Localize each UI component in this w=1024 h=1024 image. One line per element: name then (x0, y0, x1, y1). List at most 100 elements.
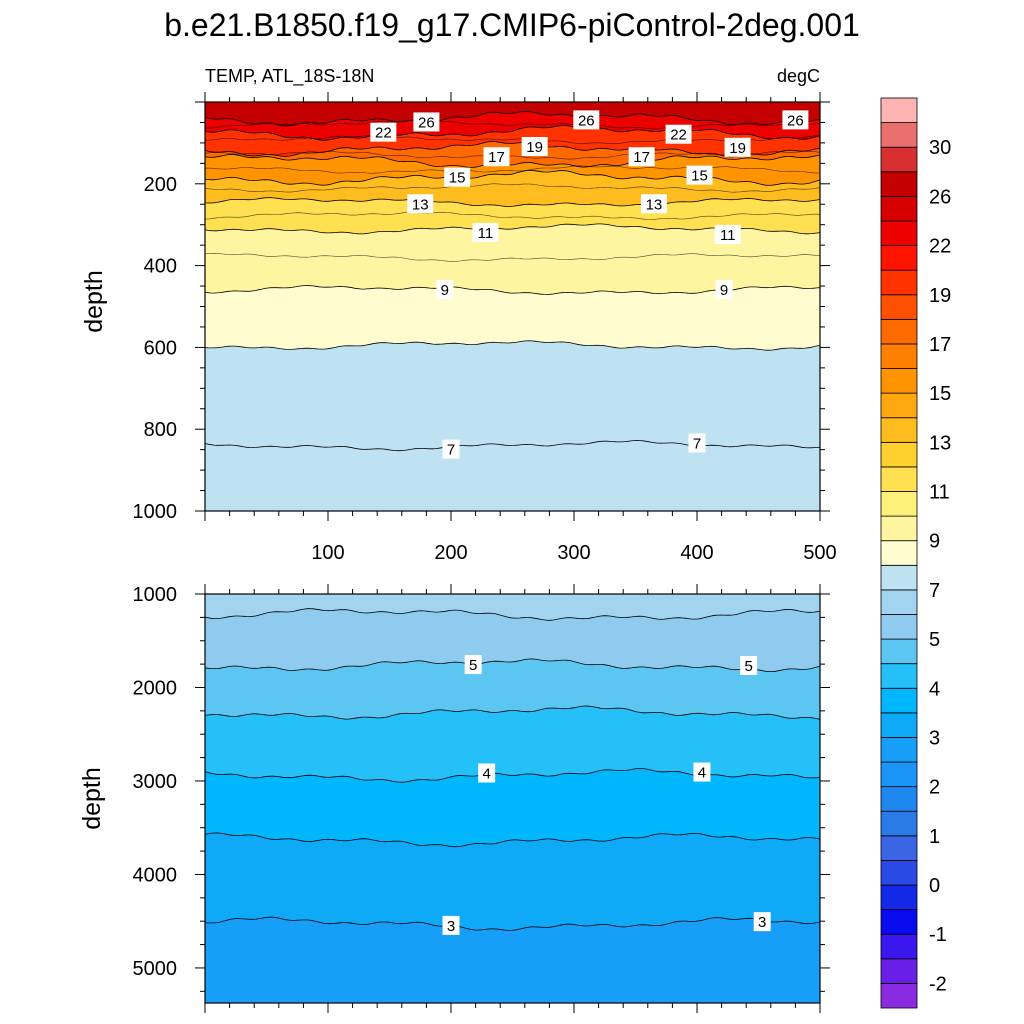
svg-text:26: 26 (578, 112, 595, 129)
svg-text:15: 15 (449, 170, 466, 187)
colorbar-cell (880, 491, 918, 517)
y-axis-label: depth (78, 767, 106, 830)
y-tick-label: 600 (144, 337, 177, 359)
x-tick-label: 500 (803, 542, 836, 564)
contour-label: 5 (740, 655, 758, 675)
units-subtitle: degC (777, 66, 820, 86)
colorbar-cell (880, 146, 918, 173)
contour-line-minor (205, 135, 820, 144)
colorbar-label: 5 (929, 629, 940, 651)
svg-text:4: 4 (482, 765, 490, 782)
svg-text:4: 4 (698, 765, 706, 782)
contour-label: 17 (483, 147, 510, 167)
contour-fill-surface (205, 102, 820, 113)
contour-label: 5 (464, 655, 482, 675)
colorbar-cell (880, 564, 918, 591)
svg-text:13: 13 (412, 196, 429, 213)
contour-line-minor (205, 119, 820, 130)
contour-line-minor (205, 165, 820, 174)
contour-label: 4 (693, 762, 711, 782)
y-tick-label: 4000 (133, 864, 178, 886)
y-tick-label: 3000 (133, 771, 178, 793)
contour-label: 26 (782, 110, 809, 130)
colorbar-label: -2 (929, 973, 947, 995)
colorbar-cell (880, 392, 918, 419)
svg-text:26: 26 (787, 112, 804, 129)
svg-text:5: 5 (744, 658, 752, 675)
svg-text:22: 22 (670, 127, 687, 144)
contour-label: 7 (688, 433, 706, 453)
svg-text:22: 22 (375, 125, 392, 142)
colorbar-cell (880, 958, 918, 984)
colorbar-cell (880, 761, 918, 788)
contour-line-26 (205, 110, 820, 127)
y-tick-label: 2000 (133, 677, 178, 699)
contour-line-minor (205, 150, 820, 160)
colorbar-label: 7 (929, 580, 940, 602)
colorbar-label: 3 (929, 727, 940, 749)
lower-contour-panel: 5 5 4 4 3 3 1000 2000 3000 4000 5000 depth (78, 584, 830, 1013)
svg-text:3: 3 (758, 914, 766, 931)
y-tick-label: 800 (144, 419, 177, 441)
colorbar-label: -1 (929, 924, 947, 946)
colorbar-cell (880, 515, 918, 542)
colorbar-cell (880, 786, 918, 812)
colorbar-label: 15 (929, 383, 951, 405)
colorbar-label: 17 (929, 334, 951, 356)
contour-label: 4 (478, 763, 496, 783)
colorbar: -2 -1 0 1 2 3 4 5 7 9 11 13 15 17 19 22 26 30 (880, 97, 951, 1009)
colorbar-cell (880, 687, 918, 714)
contour-line-4_5 (205, 705, 820, 720)
colorbar-label: 11 (929, 482, 950, 504)
contour-line-4 (205, 768, 820, 783)
colorbar-cell (880, 614, 918, 640)
contour-line-3 (205, 916, 820, 931)
colorbar-cell (880, 810, 918, 837)
x-tick-label: 100 (311, 542, 344, 564)
colorbar-cell (880, 343, 918, 369)
colorbar-cell (880, 195, 918, 222)
svg-text:13: 13 (646, 196, 663, 213)
contour-label: 11 (472, 222, 499, 242)
svg-text:17: 17 (633, 149, 650, 166)
colorbar-cell (880, 269, 918, 296)
colorbar-cell (880, 884, 918, 911)
colorbar-label: 2 (929, 777, 940, 799)
y-tick-label: 200 (144, 174, 177, 196)
contour-line-5 (205, 658, 820, 672)
contour-label: 15 (686, 165, 713, 185)
contour-line-3_5 (205, 832, 820, 848)
x-tick-label: 300 (557, 542, 590, 564)
svg-text:11: 11 (720, 227, 736, 244)
contour-line-19 (205, 141, 820, 158)
svg-text:9: 9 (441, 282, 449, 299)
contour-label: 19 (724, 137, 751, 157)
colorbar-cell (880, 466, 918, 492)
left-subtitle: TEMP, ATL_18S-18N (205, 66, 374, 87)
colorbar-cell (880, 860, 918, 886)
contour-label: 9 (715, 280, 733, 300)
colorbar-cell (880, 245, 918, 271)
svg-text:7: 7 (447, 442, 455, 459)
contour-line-13 (205, 197, 820, 207)
y-tick-label: 400 (144, 256, 177, 278)
contour-line-7 (205, 440, 820, 452)
colorbar-label: 13 (929, 432, 951, 454)
colorbar-label: 19 (929, 285, 951, 307)
contour-label: 19 (521, 136, 548, 156)
colorbar-cell (880, 294, 918, 320)
colorbar-label: 1 (929, 826, 940, 848)
contour-label: 9 (436, 280, 454, 300)
colorbar-cell (880, 589, 918, 615)
contour-line-15 (205, 169, 820, 186)
contour-fill-6 (205, 594, 820, 621)
contour-line-8 (205, 340, 820, 351)
x-tick-label: 400 (680, 542, 713, 564)
upper-contour-panel: 26 22 26 22 26 19 17 17 19 15 15 13 13 11 11 9 9 7 7 100 200… (80, 92, 837, 564)
colorbar-label: 9 (929, 531, 940, 553)
colorbar-cell (880, 909, 918, 935)
colorbar-cell (880, 983, 918, 1009)
colorbar-cell (880, 171, 918, 197)
svg-text:17: 17 (488, 149, 505, 166)
